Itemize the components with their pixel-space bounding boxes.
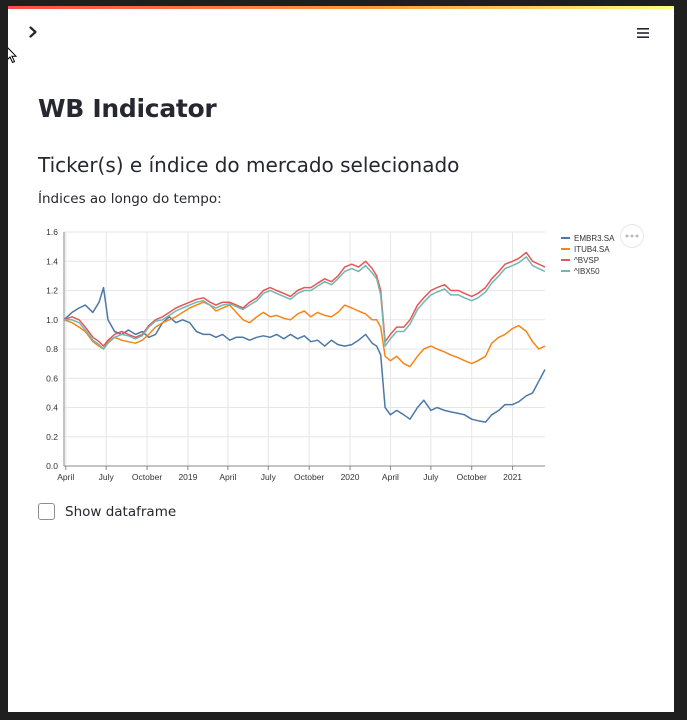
legend-label: ^IBX50 [574,267,600,276]
mouse-cursor-icon [8,47,18,64]
hamburger-menu-icon [637,28,649,38]
series-line-itub4sa [63,301,546,368]
x-tick-label: October [132,472,162,482]
checkbox-box[interactable] [38,503,55,520]
sidebar-toggle-button[interactable] [23,22,43,42]
y-tick-label: 0.6 [46,373,58,383]
header-decoration-bar [8,6,674,9]
x-tick-label: 2021 [503,472,522,482]
legend-label: ITUB4.SA [574,245,610,254]
show-dataframe-label: Show dataframe [65,503,177,520]
x-tick-label: April [382,472,399,482]
y-tick-label: 0.4 [46,403,58,413]
section-subtitle: Ticker(s) e índice do mercado selecionad… [38,153,460,177]
x-tick-label: July [261,472,277,482]
x-tick-label: April [219,472,236,482]
legend-label: ^BVSP [574,256,599,265]
page-title: WB Indicator [38,94,217,123]
y-tick-label: 1.6 [46,227,58,237]
legend-label: EMBR3.SA [574,234,615,243]
series-line-embr3sa [63,286,546,423]
x-tick-label: July [99,472,115,482]
app-container: WB Indicator Ticker(s) e índice do merca… [8,6,674,712]
chart-actions-button[interactable] [620,224,644,248]
x-tick-label: 2019 [178,472,197,482]
more-horizontal-icon [625,234,639,238]
y-tick-label: 1.4 [46,256,58,266]
y-tick-label: 1.0 [46,315,58,325]
main-menu-button[interactable] [632,22,654,44]
x-tick-label: April [57,472,74,482]
show-dataframe-checkbox[interactable]: Show dataframe [38,503,176,520]
y-tick-label: 1.2 [46,286,58,296]
line-chart: 0.0 0.2 0.4 0.6 0.8 1.0 1.2 1.4 1.6 April July Octo… [46,227,615,482]
y-tick-label: 0.2 [46,432,58,442]
series-line-ibx50 [64,256,546,350]
chevron-right-icon [29,26,37,38]
x-tick-label: October [294,472,324,482]
x-tick-label: 2020 [341,472,360,482]
chart-caption: Índices ao longo do tempo: [38,191,222,207]
y-tick-label: 0.8 [46,344,58,354]
x-tick-label: July [423,472,439,482]
x-tick-label: October [457,472,487,482]
y-tick-label: 0.0 [46,461,58,471]
series-line-bvsp [63,251,546,347]
